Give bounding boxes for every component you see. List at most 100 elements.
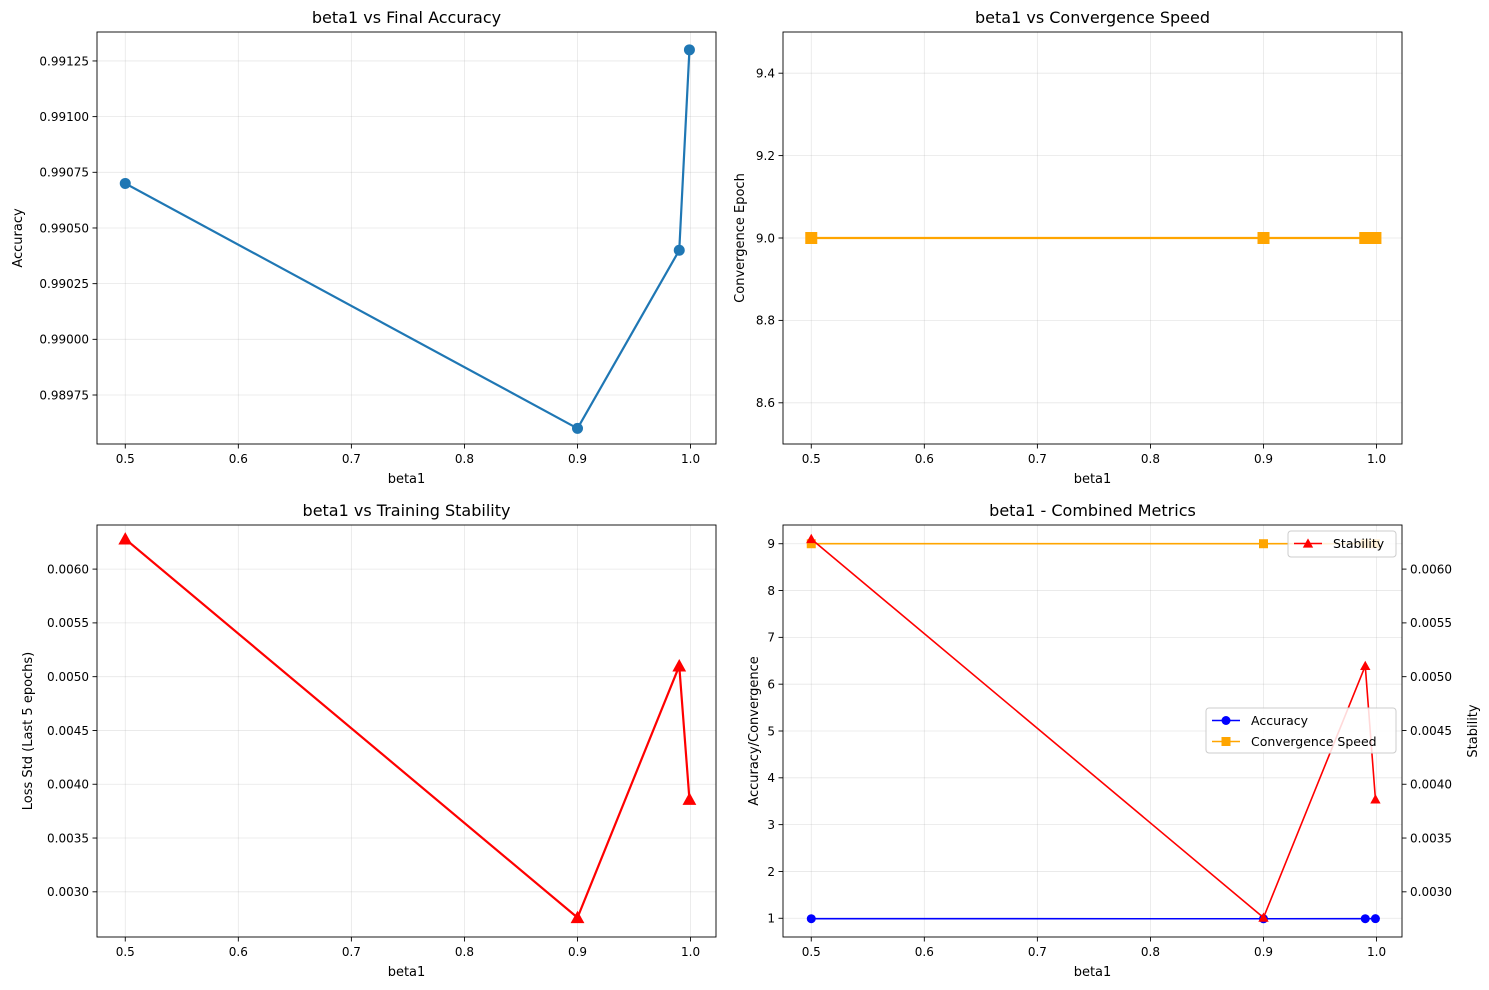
data-point [119,177,131,189]
y-tick-label: 4 [767,771,775,785]
y-tick-label: 0.99075 [39,166,89,180]
y-tick-label: 0.0050 [47,670,89,684]
y-tick-label: 0.99050 [39,221,89,235]
legend-swatch-marker [1221,716,1231,725]
y-axis-label: Convergence Epoch [733,173,748,303]
y-tick-label: 0.99000 [39,333,89,347]
y-tick-label: 0.99100 [39,110,89,124]
y-tick-label: 9.4 [756,67,775,81]
y-tick-label: 9 [767,537,775,551]
chart-panel-1: 0.5 0.6 0.7 0.8 0.9 1.0 0.98975 0.99000 0.99025 0… [11,8,717,487]
y-tick-label: 6 [767,677,775,691]
chart-title: beta1 - Combined Metrics [989,501,1196,520]
data-point [1360,914,1370,924]
x-tick-label: 1.0 [681,452,700,466]
x-tick-label: 0.9 [568,452,587,466]
data-point [1257,232,1270,244]
chart-title: beta1 vs Training Stability [303,501,511,520]
y-tick-label: 0.98975 [39,388,89,402]
data-point [683,44,695,56]
series-1 [805,232,1382,244]
y-tick-label: 2 [767,865,775,879]
chart-panel-3: 0.5 0.6 0.7 0.8 0.9 1.0 0.0030 0.0035 0.0040 0.00… [21,501,717,980]
y-tick-label-right: 0.0060 [1410,562,1452,576]
x-tick-label: 0.7 [1028,452,1047,466]
plot-frame [96,31,717,445]
plot-frame [96,524,717,938]
series-1 [119,44,695,434]
y-axis-label: Accuracy [11,208,26,268]
chart-title: beta1 vs Convergence Speed [975,8,1210,27]
legend-swatch-marker [1221,737,1231,746]
data-point [806,914,816,924]
x-tick-label: 0.5 [802,945,821,959]
x-tick-label: 0.9 [1254,945,1273,959]
x-tick-label: 0.7 [342,945,361,959]
x-tick-label: 0.5 [116,452,135,466]
legend-swatch-marker [1302,538,1314,548]
y-tick-label-right: 0.0030 [1410,885,1452,899]
legend-label: Accuracy [1251,713,1309,728]
data-point [1359,232,1372,244]
x-tick-label: 0.9 [568,945,587,959]
x-tick-label: 0.8 [455,945,474,959]
x-tick-label: 0.6 [229,452,248,466]
chart-panel-2: 0.5 0.6 0.7 0.8 0.9 1.0 8.6 8.8 9.0 9.2 9.4 beta1 v… [733,8,1403,487]
chart-panel-4: 0.5 0.6 0.7 0.8 0.9 1.0 1 2 3 4 5 6 7 8 9 0.0030 0.0035 0… [747,501,1481,980]
data-point [672,659,687,672]
y-tick-label: 0.99025 [39,277,89,291]
x-tick-label: 0.9 [1254,452,1273,466]
data-point [673,244,685,256]
y-tick-label: 8 [767,584,775,598]
y-tick-label: 8.8 [756,314,775,328]
y-tick-label-right: 0.0035 [1410,831,1452,845]
x-tick-label: 0.6 [229,945,248,959]
y-tick-label-right: 0.0040 [1410,778,1452,792]
y-tick-label: 5 [767,724,775,738]
x-axis-label: beta1 [1074,472,1112,487]
y-axis-label-right: Stability [1466,704,1481,758]
legend-box [1205,707,1397,754]
data-point [1370,914,1380,924]
data-point [806,539,816,549]
y-tick-label: 0.0045 [47,724,89,738]
y-tick-label: 0.0035 [47,831,89,845]
data-point [570,910,585,924]
x-tick-label: 0.8 [1141,945,1160,959]
data-point [682,792,697,805]
legend-center-right: Accuracy Convergence Speed [1205,707,1397,754]
y-tick-label: 9.2 [756,149,775,163]
legend-box [1287,530,1397,558]
chart-title: beta1 vs Final Accuracy [312,8,501,27]
y-tick-label-right: 0.0055 [1410,616,1452,630]
x-tick-label: 0.8 [1141,452,1160,466]
legend-label: Stability [1333,536,1385,551]
x-tick-label: 0.5 [802,452,821,466]
y-tick-label: 8.6 [756,396,775,410]
y-tick-label: 0.0030 [47,885,89,899]
y-tick-label: 0.0055 [47,616,89,630]
series-line [124,49,691,430]
data-point [1258,912,1269,922]
series-1 [118,532,697,924]
series-accuracy [806,914,1380,924]
y-tick-label: 0.0040 [47,778,89,792]
x-tick-label: 0.7 [342,452,361,466]
data-point [805,232,818,244]
data-point [1360,660,1371,671]
data-point [572,422,584,434]
y-tick-label-right: 0.0050 [1410,670,1452,684]
y-tick-label: 9.0 [756,231,775,245]
x-tick-label: 1.0 [1367,945,1386,959]
y-tick-label-right: 0.0045 [1410,724,1452,738]
x-tick-label: 0.7 [1028,945,1047,959]
data-point [1369,232,1382,244]
x-tick-label: 0.6 [915,452,934,466]
series-line [124,538,691,919]
x-axis-label: beta1 [388,472,426,487]
y-axis-label: Loss Std (Last 5 epochs) [21,652,36,811]
y-tick-label: 3 [767,818,775,832]
data-point [806,533,817,544]
y-axis-label: Accuracy/Convergence [747,656,762,805]
